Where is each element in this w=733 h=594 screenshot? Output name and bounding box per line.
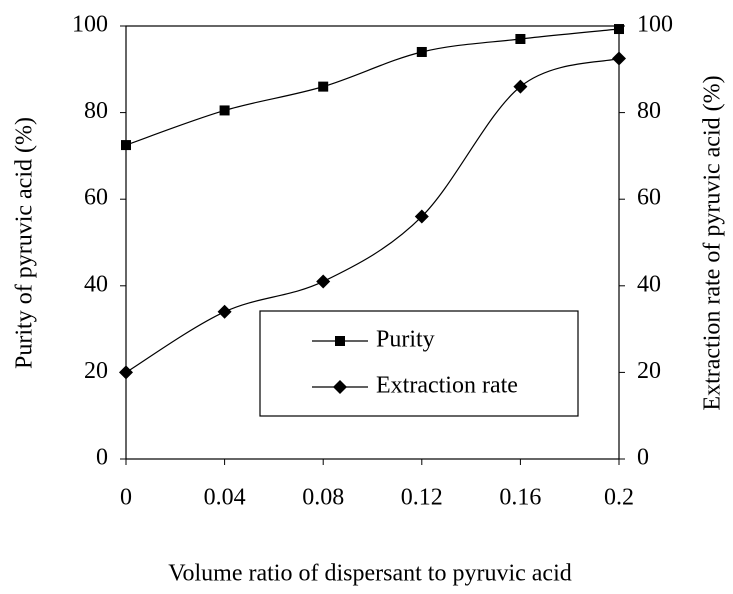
y-tick-label: 80 [84, 98, 108, 124]
y2-tick-label: 100 [637, 12, 673, 38]
x-axis-label: Volume ratio of dispersant to pyruvic ac… [168, 561, 571, 587]
marker [614, 24, 624, 35]
marker [318, 81, 329, 92]
y2-tick-label: 40 [637, 271, 661, 297]
y2-axis-label: Extraction rate of pyruvic acid (%) [700, 75, 726, 410]
marker [416, 46, 427, 57]
marker [316, 274, 331, 289]
y2-tick-label: 20 [637, 358, 661, 384]
marker [515, 33, 526, 44]
x-tick-label: 0.12 [401, 485, 443, 511]
y-tick-label: 60 [84, 185, 108, 211]
legend-label: Purity [376, 327, 435, 353]
marker [119, 365, 133, 380]
y-tick-label: 40 [84, 271, 108, 297]
legend-marker [335, 336, 345, 346]
legend-marker [333, 380, 347, 394]
y2-tick-label: 0 [637, 445, 649, 471]
marker [513, 79, 528, 94]
y2-tick-label: 80 [637, 98, 661, 124]
legend-label: Extraction rate [376, 373, 518, 399]
y-tick-label: 0 [96, 445, 108, 471]
x-tick-label: 0.08 [302, 485, 344, 511]
y2-tick-label: 60 [637, 185, 661, 211]
series-line [125, 57, 620, 373]
marker [121, 140, 131, 151]
x-tick-label: 0.04 [204, 485, 246, 511]
legend-box [259, 310, 579, 417]
series-line [125, 28, 620, 146]
y-axis-label: Purity of pyruvic acid (%) [12, 117, 38, 369]
x-tick-label: 0.16 [499, 485, 541, 511]
x-tick-label: 0 [120, 485, 132, 511]
marker [612, 51, 626, 66]
marker [414, 209, 429, 224]
marker [217, 304, 232, 319]
x-tick-label: 0.2 [604, 485, 634, 511]
plot-frame [125, 25, 620, 460]
y-tick-label: 100 [72, 12, 108, 38]
y-tick-label: 20 [84, 358, 108, 384]
marker [219, 105, 230, 116]
